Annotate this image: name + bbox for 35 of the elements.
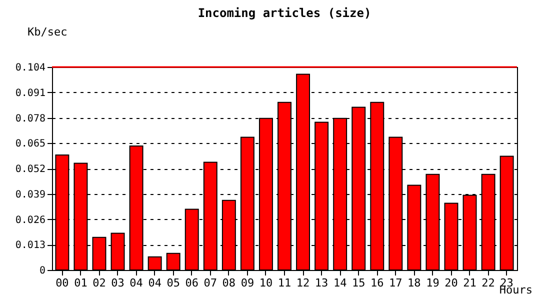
x-tick-label: 04 [148,276,162,290]
x-tick-label: 15 [352,276,366,290]
y-tick-label: 0.065 [15,138,46,150]
x-tick-label: 19 [426,276,440,290]
x-tick-label: 14 [333,276,348,290]
y-tick-label: 0.026 [15,214,46,226]
x-tick-label: 03 [111,276,124,290]
x-tick-label: 21 [463,276,476,290]
x-tick-label: 01 [74,276,88,290]
x-tick-label: 22 [482,276,495,290]
y-axis-title: Kb/sec [28,26,68,38]
x-tick-label: 13 [314,276,328,290]
y-tick-label: 0.052 [15,164,46,175]
x-tick-label: 16 [370,276,384,290]
y-tick-label: 0.078 [15,113,46,124]
x-tick-label: 06 [185,276,198,290]
y-tick-label: 0.013 [15,240,46,252]
x-tick-label: 04 [130,276,144,290]
x-tick-label: 05 [166,276,180,290]
x-tick-label: 12 [296,276,310,290]
x-tick-label: 02 [92,276,106,290]
x-tick-label: 18 [408,276,421,290]
x-tick-label: 11 [278,276,292,290]
x-tick-label: 07 [204,276,218,290]
x-tick-label: 20 [444,276,458,290]
x-tick-label: 10 [259,276,273,290]
chart-title: Incoming articles (size) [198,6,372,20]
y-tick-label: 0.104 [15,62,46,74]
y-tick-label: 0.091 [15,88,46,99]
y-tick-label: 0 [39,266,46,276]
x-tick-label: 08 [222,276,236,290]
x-tick-label: 09 [240,276,254,290]
x-tick-label: 17 [389,276,402,290]
x-tick-label: 00 [56,276,69,290]
y-tick-label: 0.039 [15,189,46,200]
